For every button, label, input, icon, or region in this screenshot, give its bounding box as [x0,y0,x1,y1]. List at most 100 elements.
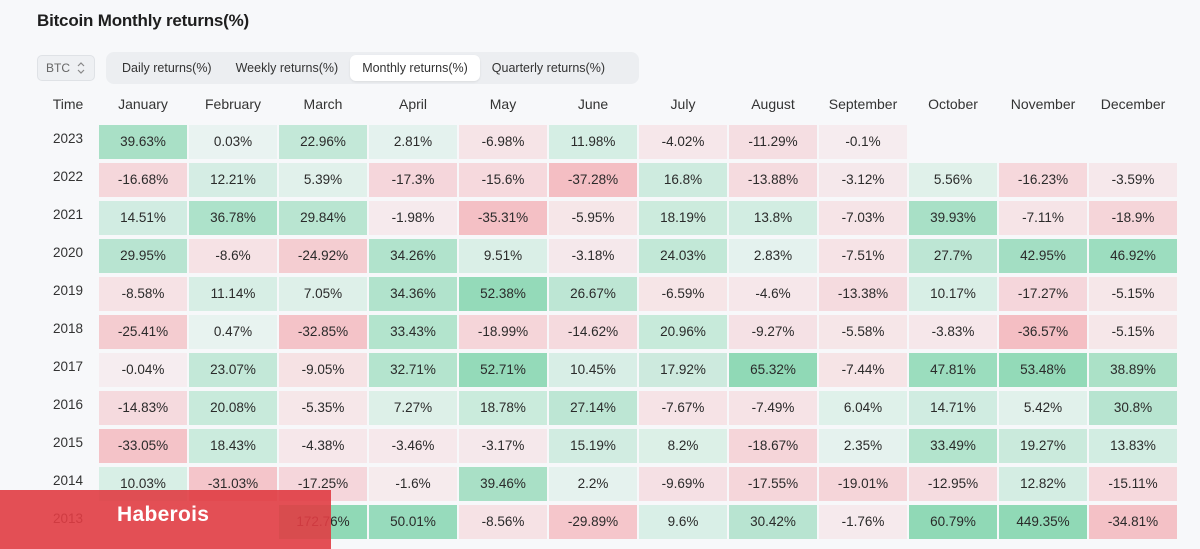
return-cell-2021-december: -18.9% [1089,201,1177,235]
row-year-2021: 2021 [52,207,84,222]
column-header-august: August [751,96,795,112]
tab-monthly-returns[interactable]: Monthly returns(%) [350,55,480,81]
return-cell-2021-may: -35.31% [459,201,547,235]
return-cell-2017-october: 47.81% [909,353,997,387]
return-cell-2018-october: -3.83% [909,315,997,349]
return-cell-2015-february: 18.43% [189,429,277,463]
return-cell-2015-june: 15.19% [549,429,637,463]
return-cell-2014-october: -12.95% [909,467,997,501]
return-cell-2023-july: -4.02% [639,125,727,159]
return-cell-2020-may: 9.51% [459,239,547,273]
return-cell-2013-october: 60.79% [909,505,997,539]
return-cell-2022-november: -16.23% [999,163,1087,197]
return-cell-2015-january: -33.05% [99,429,187,463]
return-cell-2020-september: -7.51% [819,239,907,273]
return-cell-2021-march: 29.84% [279,201,367,235]
return-cell-2017-may: 52.71% [459,353,547,387]
row-year-2023: 2023 [52,131,84,146]
return-cell-2016-march: -5.35% [279,391,367,425]
return-cell-2017-february: 23.07% [189,353,277,387]
return-cell-2017-december: 38.89% [1089,353,1177,387]
asset-select[interactable]: BTC [37,55,95,81]
row-year-2014: 2014 [52,473,84,488]
return-cell-2017-november: 53.48% [999,353,1087,387]
return-cell-2019-february: 11.14% [189,277,277,311]
return-cell-2019-july: -6.59% [639,277,727,311]
return-cell-2018-july: 20.96% [639,315,727,349]
return-cell-2021-september: -7.03% [819,201,907,235]
return-cell-2014-july: -9.69% [639,467,727,501]
return-cell-2014-may: 39.46% [459,467,547,501]
return-cell-2023-april: 2.81% [369,125,457,159]
row-year-2017: 2017 [52,359,84,374]
return-cell-2017-september: -7.44% [819,353,907,387]
return-cell-2016-april: 7.27% [369,391,457,425]
return-cell-2018-february: 0.47% [189,315,277,349]
return-cell-2020-february: -8.6% [189,239,277,273]
return-cell-2016-october: 14.71% [909,391,997,425]
return-cell-2019-january: -8.58% [99,277,187,311]
return-cell-2023-august: -11.29% [729,125,817,159]
return-cell-2020-march: -24.92% [279,239,367,273]
tab-weekly-returns[interactable]: Weekly returns(%) [235,61,339,75]
tab-quarterly-returns[interactable]: Quarterly returns(%) [491,61,606,75]
column-header-december: December [1100,96,1166,112]
return-cell-2018-january: -25.41% [99,315,187,349]
return-cell-2016-january: -14.83% [99,391,187,425]
return-cell-2014-december: -15.11% [1089,467,1177,501]
return-cell-2019-june: 26.67% [549,277,637,311]
return-cell-2023-may: -6.98% [459,125,547,159]
return-cell-2021-november: -7.11% [999,201,1087,235]
return-cell-2021-april: -1.98% [369,201,457,235]
return-cell-2019-december: -5.15% [1089,277,1177,311]
return-cell-2013-december: -34.81% [1089,505,1177,539]
return-cell-2015-march: -4.38% [279,429,367,463]
column-header-february: February [204,96,262,112]
return-cell-2020-june: -3.18% [549,239,637,273]
return-cell-2015-september: 2.35% [819,429,907,463]
return-cell-2023-september: -0.1% [819,125,907,159]
return-cell-2022-june: -37.28% [549,163,637,197]
return-cell-2021-june: -5.95% [549,201,637,235]
return-cell-2021-october: 39.93% [909,201,997,235]
return-cell-2023-november [999,125,1087,159]
return-cell-2020-august: 2.83% [729,239,817,273]
return-cell-2019-october: 10.17% [909,277,997,311]
column-header-october: October [928,96,978,112]
return-cell-2017-august: 65.32% [729,353,817,387]
column-header-november: November [1010,96,1076,112]
return-cell-2015-december: 13.83% [1089,429,1177,463]
return-cell-2023-december [1089,125,1177,159]
return-cell-2022-september: -3.12% [819,163,907,197]
return-cell-2015-november: 19.27% [999,429,1087,463]
return-cell-2022-october: 5.56% [909,163,997,197]
return-cell-2016-august: -7.49% [729,391,817,425]
return-cell-2022-august: -13.88% [729,163,817,197]
return-cell-2017-march: -9.05% [279,353,367,387]
return-cell-2013-september: -1.76% [819,505,907,539]
return-cell-2017-january: -0.04% [99,353,187,387]
return-cell-2020-november: 42.95% [999,239,1087,273]
return-cell-2019-may: 52.38% [459,277,547,311]
return-cell-2016-september: 6.04% [819,391,907,425]
return-cell-2023-february: 0.03% [189,125,277,159]
row-year-2016: 2016 [52,397,84,412]
return-cell-2014-june: 2.2% [549,467,637,501]
page-title: Bitcoin Monthly returns(%) [37,11,250,30]
return-cell-2014-november: 12.82% [999,467,1087,501]
brand-watermark: Haberois [117,503,210,526]
returns-tabs: Daily returns(%) Weekly returns(%) Month… [106,52,639,84]
updown-chevron-icon [77,62,85,74]
return-cell-2015-april: -3.46% [369,429,457,463]
column-header-time: Time [52,96,84,112]
row-year-2022: 2022 [52,169,84,184]
return-cell-2016-june: 27.14% [549,391,637,425]
return-cell-2015-august: -18.67% [729,429,817,463]
return-cell-2013-november: 449.35% [999,505,1087,539]
return-cell-2016-december: 30.8% [1089,391,1177,425]
tab-daily-returns[interactable]: Daily returns(%) [122,61,212,75]
return-cell-2019-august: -4.6% [729,277,817,311]
return-cell-2020-july: 24.03% [639,239,727,273]
return-cell-2021-august: 13.8% [729,201,817,235]
return-cell-2013-july: 9.6% [639,505,727,539]
